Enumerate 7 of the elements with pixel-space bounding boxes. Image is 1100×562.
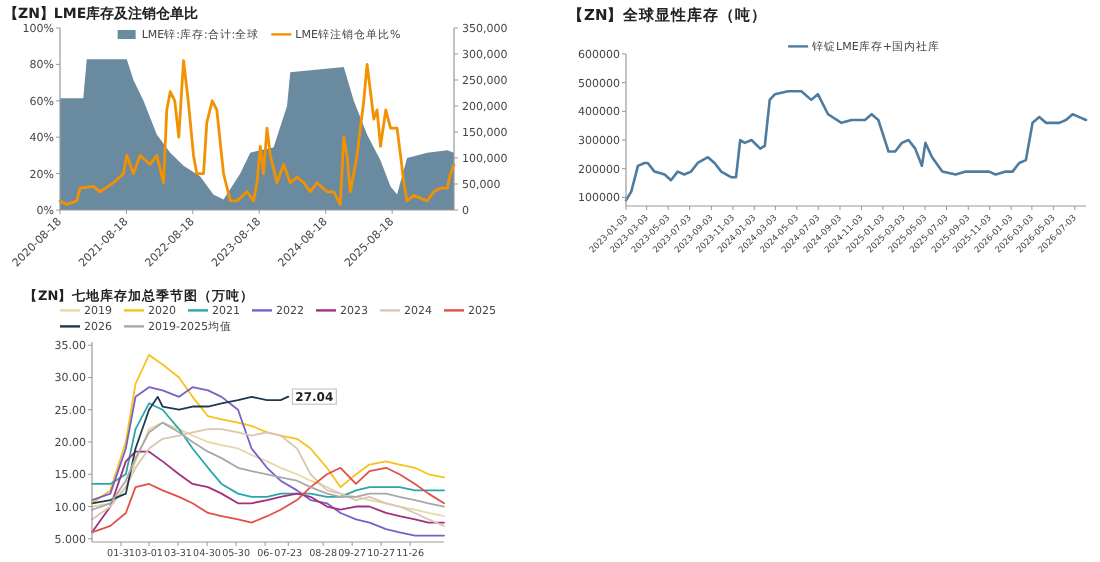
line-series: [91, 402, 445, 498]
line-series: [91, 450, 445, 534]
line-series: [91, 395, 290, 505]
line-series: [91, 386, 445, 537]
line-series: [624, 89, 1088, 202]
line-series: [91, 354, 445, 505]
line-series: [91, 466, 445, 534]
